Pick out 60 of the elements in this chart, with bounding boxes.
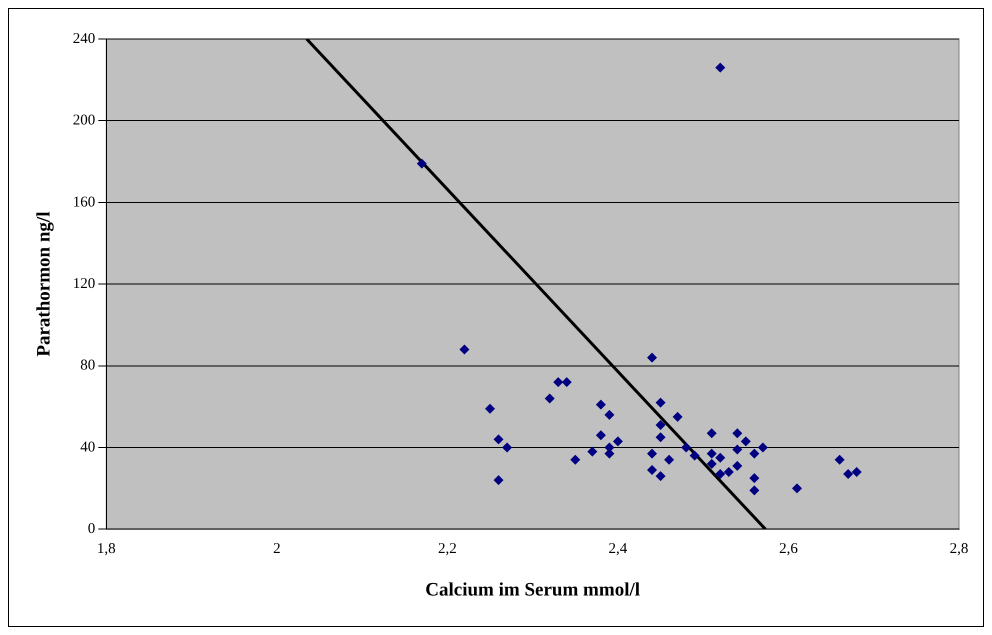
point [587, 446, 598, 457]
y-tick-label: 200 [72, 112, 96, 129]
point [502, 442, 512, 452]
point [664, 454, 674, 465]
point [553, 377, 564, 388]
point [562, 377, 572, 388]
point [792, 483, 802, 494]
point [732, 460, 742, 471]
x-tick-label: 2 [273, 541, 281, 558]
point [612, 436, 623, 446]
x-tick-label: 2,2 [438, 541, 457, 558]
point [672, 412, 683, 422]
point [724, 467, 734, 478]
point [843, 469, 854, 480]
point [494, 434, 504, 444]
x-axis-title: Calcium im Serum mmol/l [425, 580, 640, 601]
y-tick-label: 80 [80, 358, 96, 374]
point [596, 430, 606, 440]
point [852, 467, 862, 478]
y-tick-label: 40 [80, 439, 96, 456]
point [485, 404, 496, 414]
point [656, 398, 666, 408]
point [706, 458, 717, 469]
point [732, 428, 742, 438]
point [715, 452, 726, 463]
point [416, 158, 427, 169]
point [706, 448, 717, 459]
y-tick-label: 240 [72, 30, 96, 47]
point [544, 393, 555, 404]
point [749, 473, 760, 484]
point [690, 450, 700, 461]
x-tick-label: 2,6 [779, 541, 798, 558]
point [647, 464, 658, 475]
point [749, 448, 760, 459]
point [494, 475, 504, 486]
point [656, 432, 666, 442]
point [604, 410, 614, 420]
point [758, 442, 768, 452]
point [834, 454, 845, 465]
point [459, 344, 470, 354]
x-tick-label: 2,4 [608, 541, 628, 558]
point [681, 442, 692, 452]
point [656, 420, 666, 430]
point [656, 471, 666, 482]
point [732, 444, 742, 455]
point [749, 485, 760, 496]
point [715, 62, 726, 73]
y-axis-title: Parathormon ng/l [33, 212, 54, 357]
y-tick-label: 120 [72, 276, 96, 292]
point [570, 454, 580, 465]
x-tick-label: 2,8 [950, 541, 968, 558]
point [715, 469, 726, 480]
point [647, 352, 658, 363]
point [740, 436, 751, 446]
y-tick-label: 0 [88, 521, 96, 538]
point [706, 428, 717, 438]
point [596, 400, 606, 410]
x-tick-label: 1,8 [96, 541, 116, 558]
point [647, 448, 658, 459]
y-tick-label: 160 [72, 194, 96, 210]
